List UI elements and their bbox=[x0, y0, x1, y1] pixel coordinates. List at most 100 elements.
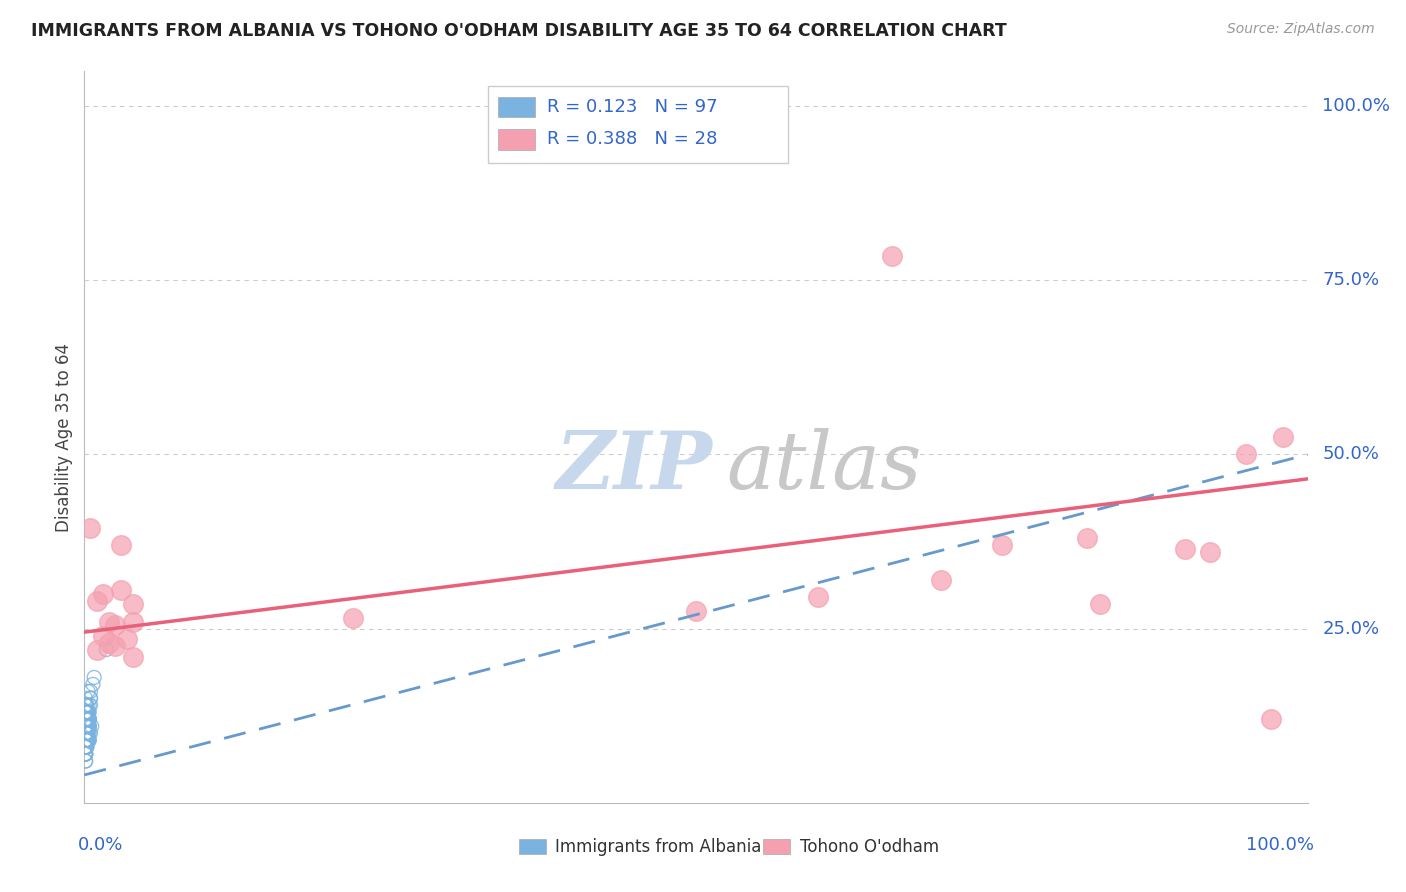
Point bbox=[104, 618, 127, 632]
Point bbox=[76, 712, 98, 726]
Point bbox=[77, 719, 100, 733]
FancyBboxPatch shape bbox=[498, 129, 534, 150]
Point bbox=[86, 594, 108, 608]
Point bbox=[77, 712, 100, 726]
Point bbox=[80, 719, 103, 733]
Point bbox=[75, 740, 97, 755]
Point bbox=[75, 691, 97, 706]
Point bbox=[75, 705, 97, 719]
Point bbox=[91, 629, 114, 643]
Text: Source: ZipAtlas.com: Source: ZipAtlas.com bbox=[1227, 22, 1375, 37]
Point bbox=[76, 705, 98, 719]
Text: ZIP: ZIP bbox=[555, 427, 713, 505]
FancyBboxPatch shape bbox=[488, 86, 787, 163]
Point bbox=[97, 635, 120, 649]
Point bbox=[75, 698, 97, 713]
Point bbox=[76, 719, 98, 733]
Point bbox=[75, 712, 97, 726]
Point bbox=[76, 719, 98, 733]
Point bbox=[76, 726, 98, 740]
Point bbox=[75, 733, 97, 747]
Point bbox=[76, 719, 98, 733]
Point bbox=[77, 705, 100, 719]
Point bbox=[76, 726, 98, 740]
Point bbox=[77, 733, 100, 747]
Point bbox=[122, 597, 145, 611]
Point bbox=[79, 691, 101, 706]
Point bbox=[1236, 448, 1258, 462]
Point bbox=[77, 684, 100, 698]
Point bbox=[76, 726, 98, 740]
Point bbox=[122, 649, 145, 664]
Point bbox=[76, 698, 98, 713]
Point bbox=[991, 538, 1014, 552]
Point bbox=[929, 573, 952, 587]
Point bbox=[75, 740, 97, 755]
Point bbox=[77, 712, 100, 726]
Text: 0.0%: 0.0% bbox=[79, 836, 124, 854]
Point bbox=[79, 521, 101, 535]
Point bbox=[77, 712, 100, 726]
Point bbox=[79, 698, 101, 713]
Point bbox=[76, 726, 98, 740]
Point bbox=[77, 712, 100, 726]
Point bbox=[75, 740, 97, 755]
Point bbox=[75, 747, 97, 761]
Point bbox=[75, 754, 97, 768]
Point bbox=[76, 733, 98, 747]
Text: Tohono O'odham: Tohono O'odham bbox=[800, 838, 939, 855]
Point bbox=[79, 684, 101, 698]
Point bbox=[75, 740, 97, 755]
Text: Immigrants from Albania: Immigrants from Albania bbox=[555, 838, 762, 855]
Point bbox=[76, 705, 98, 719]
Point bbox=[77, 705, 100, 719]
Text: 75.0%: 75.0% bbox=[1322, 271, 1379, 289]
Point bbox=[75, 726, 97, 740]
Point bbox=[75, 719, 97, 733]
Point bbox=[76, 698, 98, 713]
Point bbox=[75, 705, 97, 719]
Point bbox=[807, 591, 830, 605]
Text: 25.0%: 25.0% bbox=[1322, 620, 1379, 638]
Point bbox=[77, 705, 100, 719]
Point bbox=[77, 705, 100, 719]
Point bbox=[76, 733, 98, 747]
Point bbox=[77, 733, 100, 747]
FancyBboxPatch shape bbox=[519, 839, 546, 854]
Point bbox=[77, 733, 100, 747]
Point bbox=[122, 615, 145, 629]
Text: atlas: atlas bbox=[727, 427, 922, 505]
Point bbox=[75, 754, 97, 768]
Point bbox=[97, 615, 120, 629]
Point bbox=[77, 719, 100, 733]
Point bbox=[91, 587, 114, 601]
Point bbox=[77, 719, 100, 733]
Point bbox=[79, 691, 101, 706]
Point bbox=[76, 733, 98, 747]
Point bbox=[96, 642, 118, 657]
Text: R = 0.123   N = 97: R = 0.123 N = 97 bbox=[547, 98, 717, 116]
Point bbox=[110, 583, 132, 598]
Point bbox=[75, 733, 97, 747]
Point bbox=[75, 712, 97, 726]
Point bbox=[880, 249, 903, 263]
Point bbox=[76, 719, 98, 733]
Point bbox=[76, 726, 98, 740]
Text: 100.0%: 100.0% bbox=[1322, 97, 1391, 115]
Point bbox=[77, 733, 100, 747]
FancyBboxPatch shape bbox=[763, 839, 790, 854]
Point bbox=[77, 733, 100, 747]
Y-axis label: Disability Age 35 to 64: Disability Age 35 to 64 bbox=[55, 343, 73, 532]
Point bbox=[75, 740, 97, 755]
Point bbox=[75, 698, 97, 713]
Point bbox=[75, 705, 97, 719]
Point bbox=[77, 712, 100, 726]
Point bbox=[77, 712, 100, 726]
Point bbox=[1088, 597, 1111, 611]
Point bbox=[685, 604, 707, 618]
Point bbox=[83, 670, 105, 684]
Point bbox=[86, 642, 108, 657]
Point bbox=[115, 632, 138, 646]
Point bbox=[76, 733, 98, 747]
Point bbox=[75, 747, 97, 761]
